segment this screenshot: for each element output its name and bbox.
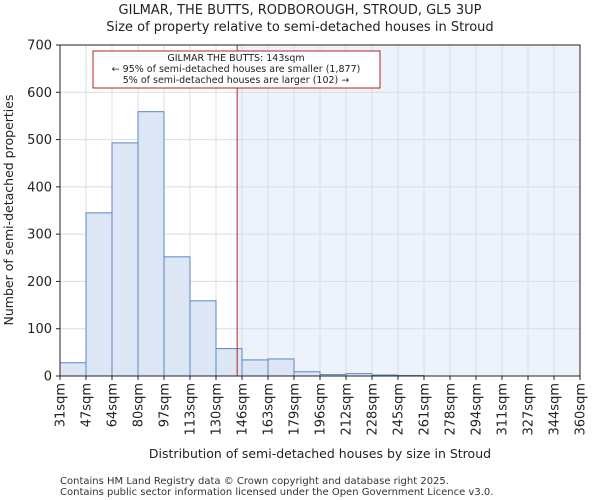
annotation-line-2: ← 95% of semi-detached houses are smalle… xyxy=(112,64,361,75)
bar xyxy=(215,348,243,377)
footer-line-1: Contains HM Land Registry data © Crown c… xyxy=(60,476,449,487)
x-tick-label: 146sqm xyxy=(236,383,251,436)
annotation-line-1: GILMAR THE BUTTS: 143sqm xyxy=(167,53,304,64)
x-tick-label: 278sqm xyxy=(444,383,459,436)
bar xyxy=(293,371,321,377)
x-tick-label: 311sqm xyxy=(496,383,511,436)
bar xyxy=(137,111,165,377)
x-tick-label: 196sqm xyxy=(314,383,329,436)
x-tick-label: 113sqm xyxy=(184,383,199,436)
x-tick-label: 360sqm xyxy=(574,383,589,436)
bar xyxy=(241,359,269,377)
annotation-frame xyxy=(92,50,381,89)
bar xyxy=(189,300,217,377)
footer-line-2: Contains public sector information licen… xyxy=(60,487,493,498)
y-tick-label: 300 xyxy=(27,228,52,243)
y-axis-label: Number of semi-detached properties xyxy=(1,95,16,326)
x-tick-label: 294sqm xyxy=(470,383,485,436)
y-tick-label: 100 xyxy=(27,322,52,337)
larger-region-shade xyxy=(237,45,580,376)
x-tick-label: 47sqm xyxy=(80,383,95,427)
bar xyxy=(85,212,113,377)
chart-title: GILMAR, THE BUTTS, RODBOROUGH, STROUD, G… xyxy=(119,3,482,18)
x-tick-label: 80sqm xyxy=(132,383,147,427)
x-tick-label: 327sqm xyxy=(522,383,537,436)
x-tick-label: 163sqm xyxy=(262,383,277,436)
x-tick-label: 228sqm xyxy=(366,383,381,436)
x-tick-label: 130sqm xyxy=(210,383,225,436)
bar xyxy=(267,358,295,377)
x-tick-label: 31sqm xyxy=(54,383,69,427)
annotation-box: GILMAR THE BUTTS: 143sqm ← 95% of semi-d… xyxy=(92,50,381,89)
plot-area: 0 100 200 300 400 500 600 700 31sqm 47sqm 64sqm 80s… xyxy=(27,39,588,436)
bar xyxy=(59,362,87,377)
y-tick-label: 200 xyxy=(27,275,52,290)
x-tick-label: 344sqm xyxy=(548,383,563,436)
x-tick-label: 245sqm xyxy=(392,383,407,436)
chart-subtitle: Size of property relative to semi-detach… xyxy=(106,20,493,35)
annotation-line-3: 5% of semi-detached houses are larger (1… xyxy=(123,75,350,86)
x-tick-label: 212sqm xyxy=(340,383,355,436)
y-tick-label: 400 xyxy=(27,180,52,195)
x-axis-label: Distribution of semi-detached houses by … xyxy=(149,446,491,461)
y-tick-label: 700 xyxy=(27,39,52,54)
bar xyxy=(163,256,191,377)
bar xyxy=(111,142,139,377)
x-tick-label: 261sqm xyxy=(418,383,433,436)
x-tick-label: 64sqm xyxy=(106,383,121,427)
x-tick-label: 97sqm xyxy=(158,383,173,427)
y-tick-label: 600 xyxy=(27,86,52,101)
x-tick-label: 179sqm xyxy=(288,383,303,436)
y-tick-label: 0 xyxy=(44,370,52,385)
y-tick-label: 500 xyxy=(27,133,52,148)
